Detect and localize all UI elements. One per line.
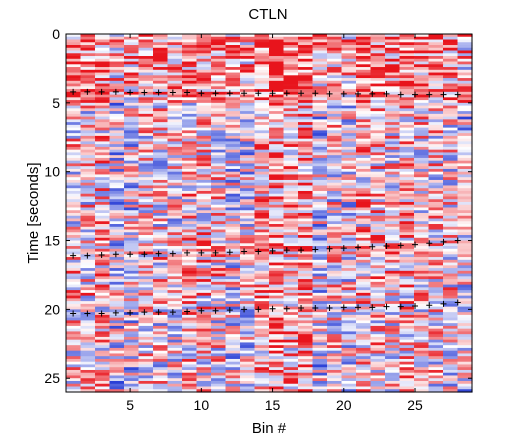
y-axis-label: Time [seconds] (25, 162, 42, 263)
x-tick-label: 25 (407, 397, 423, 413)
x-axis-label: Bin # (252, 420, 287, 437)
plot-area (66, 34, 473, 393)
chart-title: CTLN (248, 6, 287, 23)
y-tick-label: 15 (44, 233, 60, 249)
x-tick-label: 10 (194, 397, 210, 413)
y-tick-label: 5 (52, 95, 60, 111)
x-tick-label: 15 (265, 397, 281, 413)
y-tick-label: 20 (44, 301, 60, 317)
x-tick-label: 5 (126, 397, 134, 413)
y-tick-label: 10 (44, 164, 60, 180)
x-tick-label: 20 (336, 397, 352, 413)
y-tick-label: 0 (52, 26, 60, 42)
y-tick-label: 25 (44, 370, 60, 386)
